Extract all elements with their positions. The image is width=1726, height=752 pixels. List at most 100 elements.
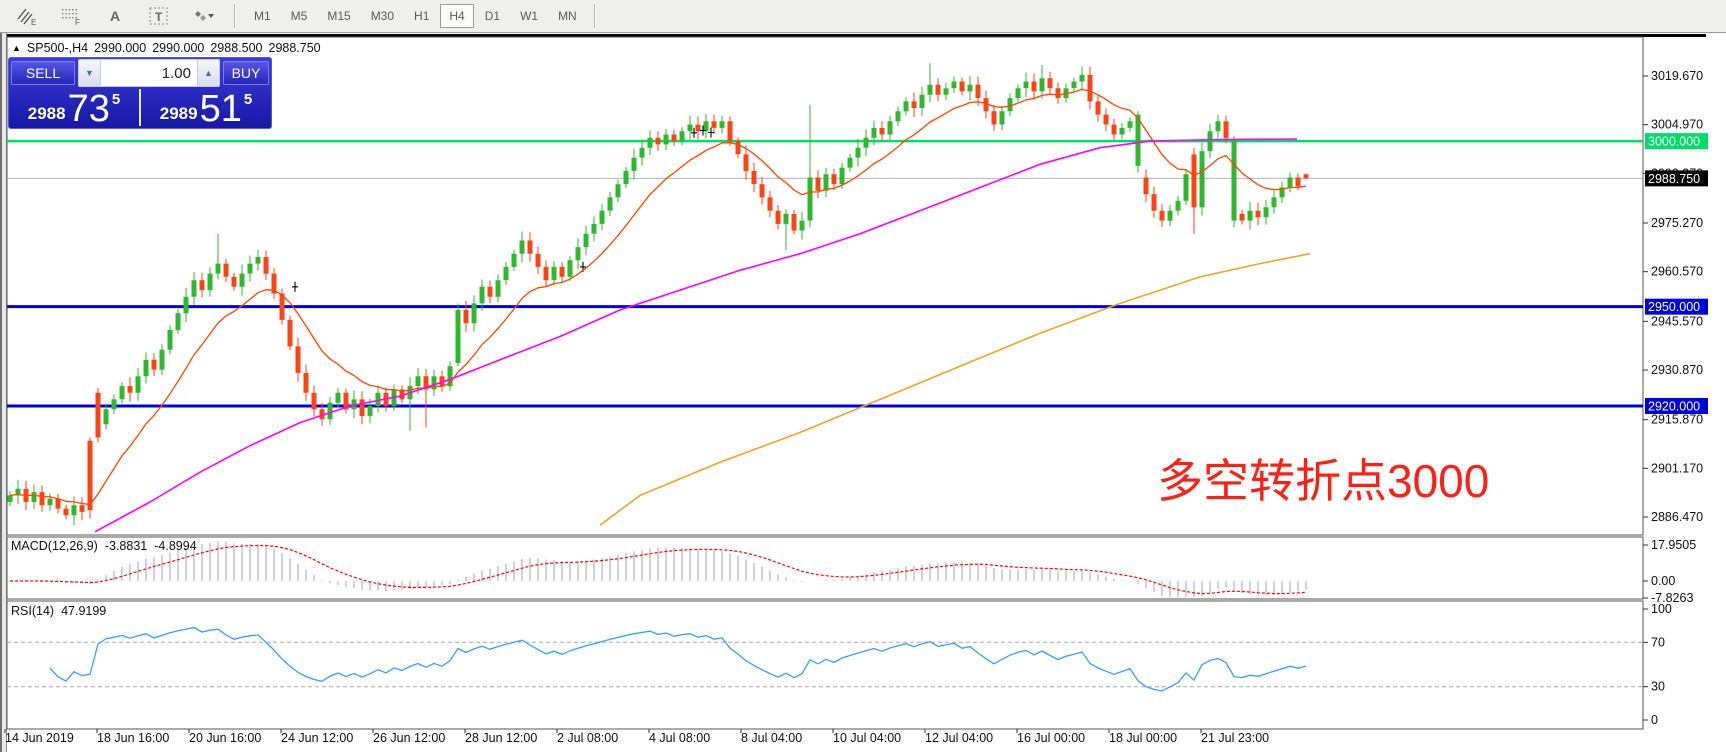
timeframe-button-w1[interactable]: W1 bbox=[511, 4, 547, 28]
time-axis-label: 28 Jun 12:00 bbox=[465, 731, 537, 745]
one-click-trading-panel: SELL ▼ ▲ BUY 2988 73 5 2989 51 5 bbox=[8, 57, 272, 129]
chart-window-top-border bbox=[0, 34, 1706, 37]
candles bbox=[7, 63, 1309, 526]
pane-borders bbox=[6, 36, 1644, 730]
chart-canvas: 3019.6703004.9702990.2702975.2702960.570… bbox=[4, 36, 1708, 745]
top-toolbar: E F A T M1 M5 M15 M30 H1 H4 D1 W1 MN bbox=[0, 0, 1726, 33]
macd-label: MACD(12,26,9) -3.8831 -4.8994 bbox=[11, 539, 197, 553]
time-axis-label: 18 Jun 16:00 bbox=[97, 731, 169, 745]
price-badge: 2988.750 bbox=[1645, 170, 1708, 187]
price-axis-label: 2886.470 bbox=[1651, 510, 1703, 524]
timeframe-button-h1[interactable]: H1 bbox=[405, 4, 438, 28]
svg-text:T: T bbox=[155, 10, 163, 24]
time-axis-label: 24 Jun 12:00 bbox=[281, 731, 353, 745]
text-icon[interactable]: A bbox=[96, 3, 134, 29]
macd-axis-label: 17.9505 bbox=[1651, 538, 1696, 552]
doji-candles bbox=[292, 125, 714, 292]
price-badge: 2950.000 bbox=[1645, 298, 1708, 315]
macd-name: MACD(12,26,9) bbox=[11, 539, 98, 553]
price-badge: 2920.000 bbox=[1645, 398, 1708, 415]
timeframe-group: M1 M5 M15 M30 H1 H4 D1 W1 MN bbox=[245, 4, 588, 28]
timeframe-button-d1[interactable]: D1 bbox=[476, 4, 509, 28]
bearish-candle-bodies bbox=[23, 74, 1309, 516]
text-label-icon: T bbox=[149, 7, 168, 25]
price-badge-label: 2920.000 bbox=[1648, 400, 1700, 414]
trendline-channel-icon[interactable]: E bbox=[8, 3, 46, 29]
sell-price[interactable]: 2988 73 5 bbox=[9, 87, 139, 128]
price-badge-label: 2950.000 bbox=[1648, 300, 1700, 314]
collapse-arrow-icon[interactable]: ▲ bbox=[12, 43, 21, 53]
buy-price-prefix: 2989 bbox=[159, 104, 198, 123]
time-axis-label: 8 Jul 04:00 bbox=[741, 731, 802, 745]
timeframe-button-mn[interactable]: MN bbox=[549, 4, 586, 28]
macd-axis-label: 0.00 bbox=[1651, 574, 1675, 588]
price-axis-label: 2975.270 bbox=[1651, 216, 1703, 230]
time-axis-label: 10 Jul 04:00 bbox=[833, 731, 901, 745]
timeframe-button-m30[interactable]: M30 bbox=[362, 4, 403, 28]
price-axis-label: 3019.670 bbox=[1651, 69, 1703, 83]
time-axis: 14 Jun 2019 18 Jun 16:00 20 Jun 16:00 24 Ju… bbox=[4, 729, 1269, 745]
rsi-axis-label: 0 bbox=[1651, 713, 1658, 727]
rsi-axis-label: 30 bbox=[1651, 680, 1665, 694]
svg-text:A: A bbox=[110, 8, 120, 24]
fibonacci-grid-icon[interactable]: F bbox=[52, 3, 90, 29]
ohlc-high: 2990.000 bbox=[152, 41, 205, 55]
sell-price-big: 73 bbox=[67, 87, 110, 130]
chart-window: 3019.6703004.9702990.2702975.2702960.570… bbox=[0, 33, 1726, 752]
rsi-value: 47.9199 bbox=[61, 604, 107, 618]
macd-signal-value: -4.8994 bbox=[154, 539, 197, 553]
volume-input[interactable] bbox=[101, 60, 197, 86]
buy-price[interactable]: 2989 51 5 bbox=[141, 87, 271, 128]
price-axis-label: 2915.870 bbox=[1651, 413, 1703, 427]
volume-spinner: ▼ ▲ bbox=[78, 59, 220, 87]
volume-increase-button[interactable]: ▲ bbox=[197, 60, 219, 86]
ohlc-close: 2988.750 bbox=[268, 41, 321, 55]
toolbar-separator bbox=[593, 4, 595, 28]
symbol-period-label: SP500-,H4 bbox=[26, 41, 89, 55]
price-axis-label: 3004.970 bbox=[1651, 118, 1703, 132]
fibonacci-grid-icon: F bbox=[62, 9, 80, 27]
shapes-dropdown-icon bbox=[195, 11, 214, 21]
trade-panel-prices: 2988 73 5 2989 51 5 bbox=[9, 87, 271, 128]
timeframe-button-h4[interactable]: H4 bbox=[440, 4, 474, 28]
sell-button[interactable]: SELL bbox=[11, 61, 75, 85]
moving-averages bbox=[9, 88, 1311, 533]
ohlc-open: 2990.000 bbox=[94, 41, 147, 55]
buy-price-sup: 5 bbox=[243, 91, 253, 108]
time-axis-label: 18 Jul 00:00 bbox=[1109, 731, 1177, 745]
sell-price-sup: 5 bbox=[111, 91, 121, 108]
sell-price-prefix: 2988 bbox=[27, 104, 66, 123]
rsi-label: RSI(14) 47.9199 bbox=[11, 604, 106, 618]
toolbar-separator bbox=[234, 4, 235, 28]
trendline-channel-icon: E bbox=[17, 8, 36, 27]
timeframe-button-m5[interactable]: M5 bbox=[282, 4, 317, 28]
mid-ma-line bbox=[94, 138, 1298, 533]
timeframe-button-m1[interactable]: M1 bbox=[245, 4, 280, 28]
text-icon: A bbox=[110, 8, 120, 24]
time-axis-label: 4 Jul 08:00 bbox=[649, 731, 710, 745]
timeframe-button-m15[interactable]: M15 bbox=[318, 4, 359, 28]
shapes-dropdown-icon[interactable] bbox=[184, 3, 222, 29]
time-axis-label: 16 Jul 00:00 bbox=[1017, 731, 1085, 745]
buy-button[interactable]: BUY bbox=[223, 61, 269, 85]
time-axis-label: 12 Jul 04:00 bbox=[925, 731, 993, 745]
annotation-text[interactable]: 多空转折点3000 bbox=[1157, 455, 1490, 507]
time-axis-label: 14 Jun 2019 bbox=[5, 731, 74, 745]
price-axis-label: 2960.570 bbox=[1651, 265, 1703, 279]
rsi-axis-label: 70 bbox=[1651, 635, 1665, 649]
time-axis-label: 26 Jun 12:00 bbox=[373, 731, 445, 745]
volume-decrease-button[interactable]: ▼ bbox=[79, 60, 101, 86]
buy-price-big: 51 bbox=[199, 87, 242, 130]
rsi-axis-label: 100 bbox=[1651, 602, 1672, 616]
fast-ma-line bbox=[9, 88, 1307, 506]
price-axis-label: 2945.570 bbox=[1651, 314, 1703, 328]
bullish-candle-bodies bbox=[7, 74, 1293, 516]
time-axis-label: 21 Jul 23:00 bbox=[1201, 731, 1269, 745]
time-axis-label: 20 Jun 16:00 bbox=[189, 731, 261, 745]
text-label-icon[interactable]: T bbox=[140, 3, 178, 29]
rsi-line bbox=[49, 626, 1307, 692]
macd-axis-label: -7.8263 bbox=[1651, 591, 1693, 605]
